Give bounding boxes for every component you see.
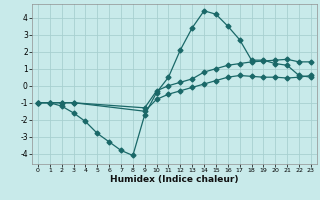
X-axis label: Humidex (Indice chaleur): Humidex (Indice chaleur) (110, 175, 239, 184)
